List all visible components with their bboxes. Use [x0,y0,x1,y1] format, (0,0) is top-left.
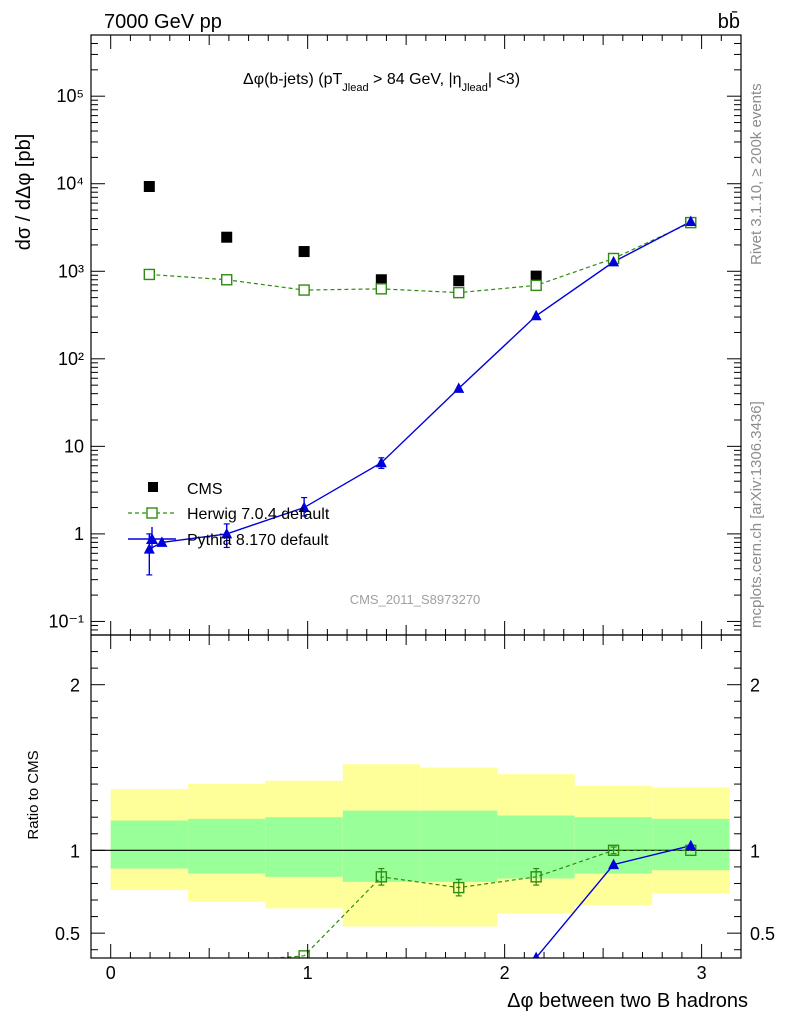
ratio-herwig-point [298,950,310,958]
legend-herwig-marker [146,507,158,519]
y-tick-label: 10 [64,436,84,456]
cms-point [221,231,233,243]
ratio-pythia-point [532,951,540,958]
y-tick-label: 1 [74,524,84,544]
ratio-y-tick-label-left: 2 [70,676,80,696]
mcplots-label: mcplots.cern.ch [arXiv:1306.3436] [748,401,765,628]
ratio-series-lines [268,845,691,958]
ratio-y-tick-label-left: 0.5 [55,924,80,944]
band-inner-bin [265,817,343,877]
ratio-pythia-point [685,839,697,851]
pythia-point [530,309,542,321]
ratio-herwig-point [375,871,388,883]
title-sub-2: Jlead [462,82,488,94]
ratio-y-tick-label-right: 2 [750,676,760,696]
main-series-lines [148,220,692,550]
ratio-pythia-line [534,845,691,958]
pythia-point [375,456,387,468]
band-inner-bin [420,810,498,882]
legend-cms-marker [148,482,158,492]
ratio-herwig-point [607,844,620,857]
ratio-bands [110,764,730,927]
pythia-point [298,501,310,513]
watermark: CMS_2011_S8973270 [350,592,481,607]
energy-label: 7000 GeV pp [104,11,222,33]
title-middle: > 84 GeV, |η [369,71,462,88]
rivet-label: Rivet 3.1.10, ≥ 200k events [748,83,765,265]
legend-pythia-label: Pythia 8.170 default [187,532,329,549]
band-inner-bin [110,820,189,869]
title-sub-1: Jlead [342,82,368,94]
x-tick-label: 1 [303,963,313,983]
y-tick-label: 10⁵ [57,86,84,106]
ratio-y-tick-label-right: 1 [750,841,760,861]
band-inner-bin [188,818,266,874]
ratio-series-markers [298,839,697,958]
ratio-axis-ticks [91,634,742,958]
x-axis-label: Δφ between two B hadrons [507,990,748,1012]
cms-point [375,274,387,286]
y-tick-label: 10³ [58,261,84,281]
pythia-point [685,215,697,227]
y-tick-label: 10² [58,349,84,369]
ratio-y-tick-label-left: 1 [70,841,80,861]
process-label: bb̄ [718,10,740,33]
main-y-axis-label: dσ / dΔφ [pb] [13,134,35,251]
x-tick-label: 2 [500,963,510,983]
ratio-y-axis-label: Ratio to CMS [25,750,42,839]
ratio-herwig-point [530,871,542,883]
cms-point [453,275,465,287]
pythia-point [453,382,465,393]
ratio-herwig-line [268,849,691,958]
cms-point [530,270,542,282]
main-y-tick-labels: 10⁻¹ 1 10 10² 10³ 10⁴ 10⁵ [48,86,84,631]
x-tick-label: 3 [697,963,707,983]
main-panel: 10⁻¹ 1 10 10² 10³ 10⁴ 10⁵ dσ / dΔφ [pb] Δφ(b-j… [13,34,742,636]
pythia-point [156,536,168,547]
herwig-point [143,268,156,281]
ratio-herwig-point [453,881,465,894]
herwig-point [375,283,388,295]
ratio-frame [90,634,742,959]
herwig-point [453,286,465,299]
main-series-markers [143,180,697,576]
ratio-y-tick-label-right: 0.5 [750,924,775,944]
legend-cms-label: CMS [187,481,223,498]
legend: CMS Herwig 7.0.4 default Pythia 8.170 de… [128,481,330,551]
herwig-line [149,222,692,294]
x-tick-label: 0 [106,963,116,983]
pythia-line [148,220,692,550]
legend-pythia-marker [146,533,158,544]
y-tick-label: 10⁴ [56,174,84,194]
legend-herwig-label: Herwig 7.0.4 default [187,506,330,523]
pythia-point [608,255,620,267]
y-tick-label: 10⁻¹ [48,611,84,631]
ratio-pythia-point [608,858,620,870]
cms-point [298,246,310,258]
title-suffix: | <3) [488,71,520,88]
ratio-tick-labels: 0.5 0.5 1 1 2 2 0 1 2 3 [55,676,775,983]
pythia-point [143,543,155,554]
main-title: Δφ(b-jets) (pTJlead > 84 GeV, |ηJlead| <… [243,71,520,94]
title-prefix: Δφ(b-jets) (pT [243,71,343,88]
herwig-point [221,274,233,286]
herwig-point [298,284,310,296]
herwig-point [530,279,542,292]
pythia-point [221,527,233,539]
cms-point [143,180,155,192]
ratio-panel: 0.5 0.5 1 1 2 2 0 1 2 3 Ratio to CMS Δφ between t… [25,634,775,1012]
